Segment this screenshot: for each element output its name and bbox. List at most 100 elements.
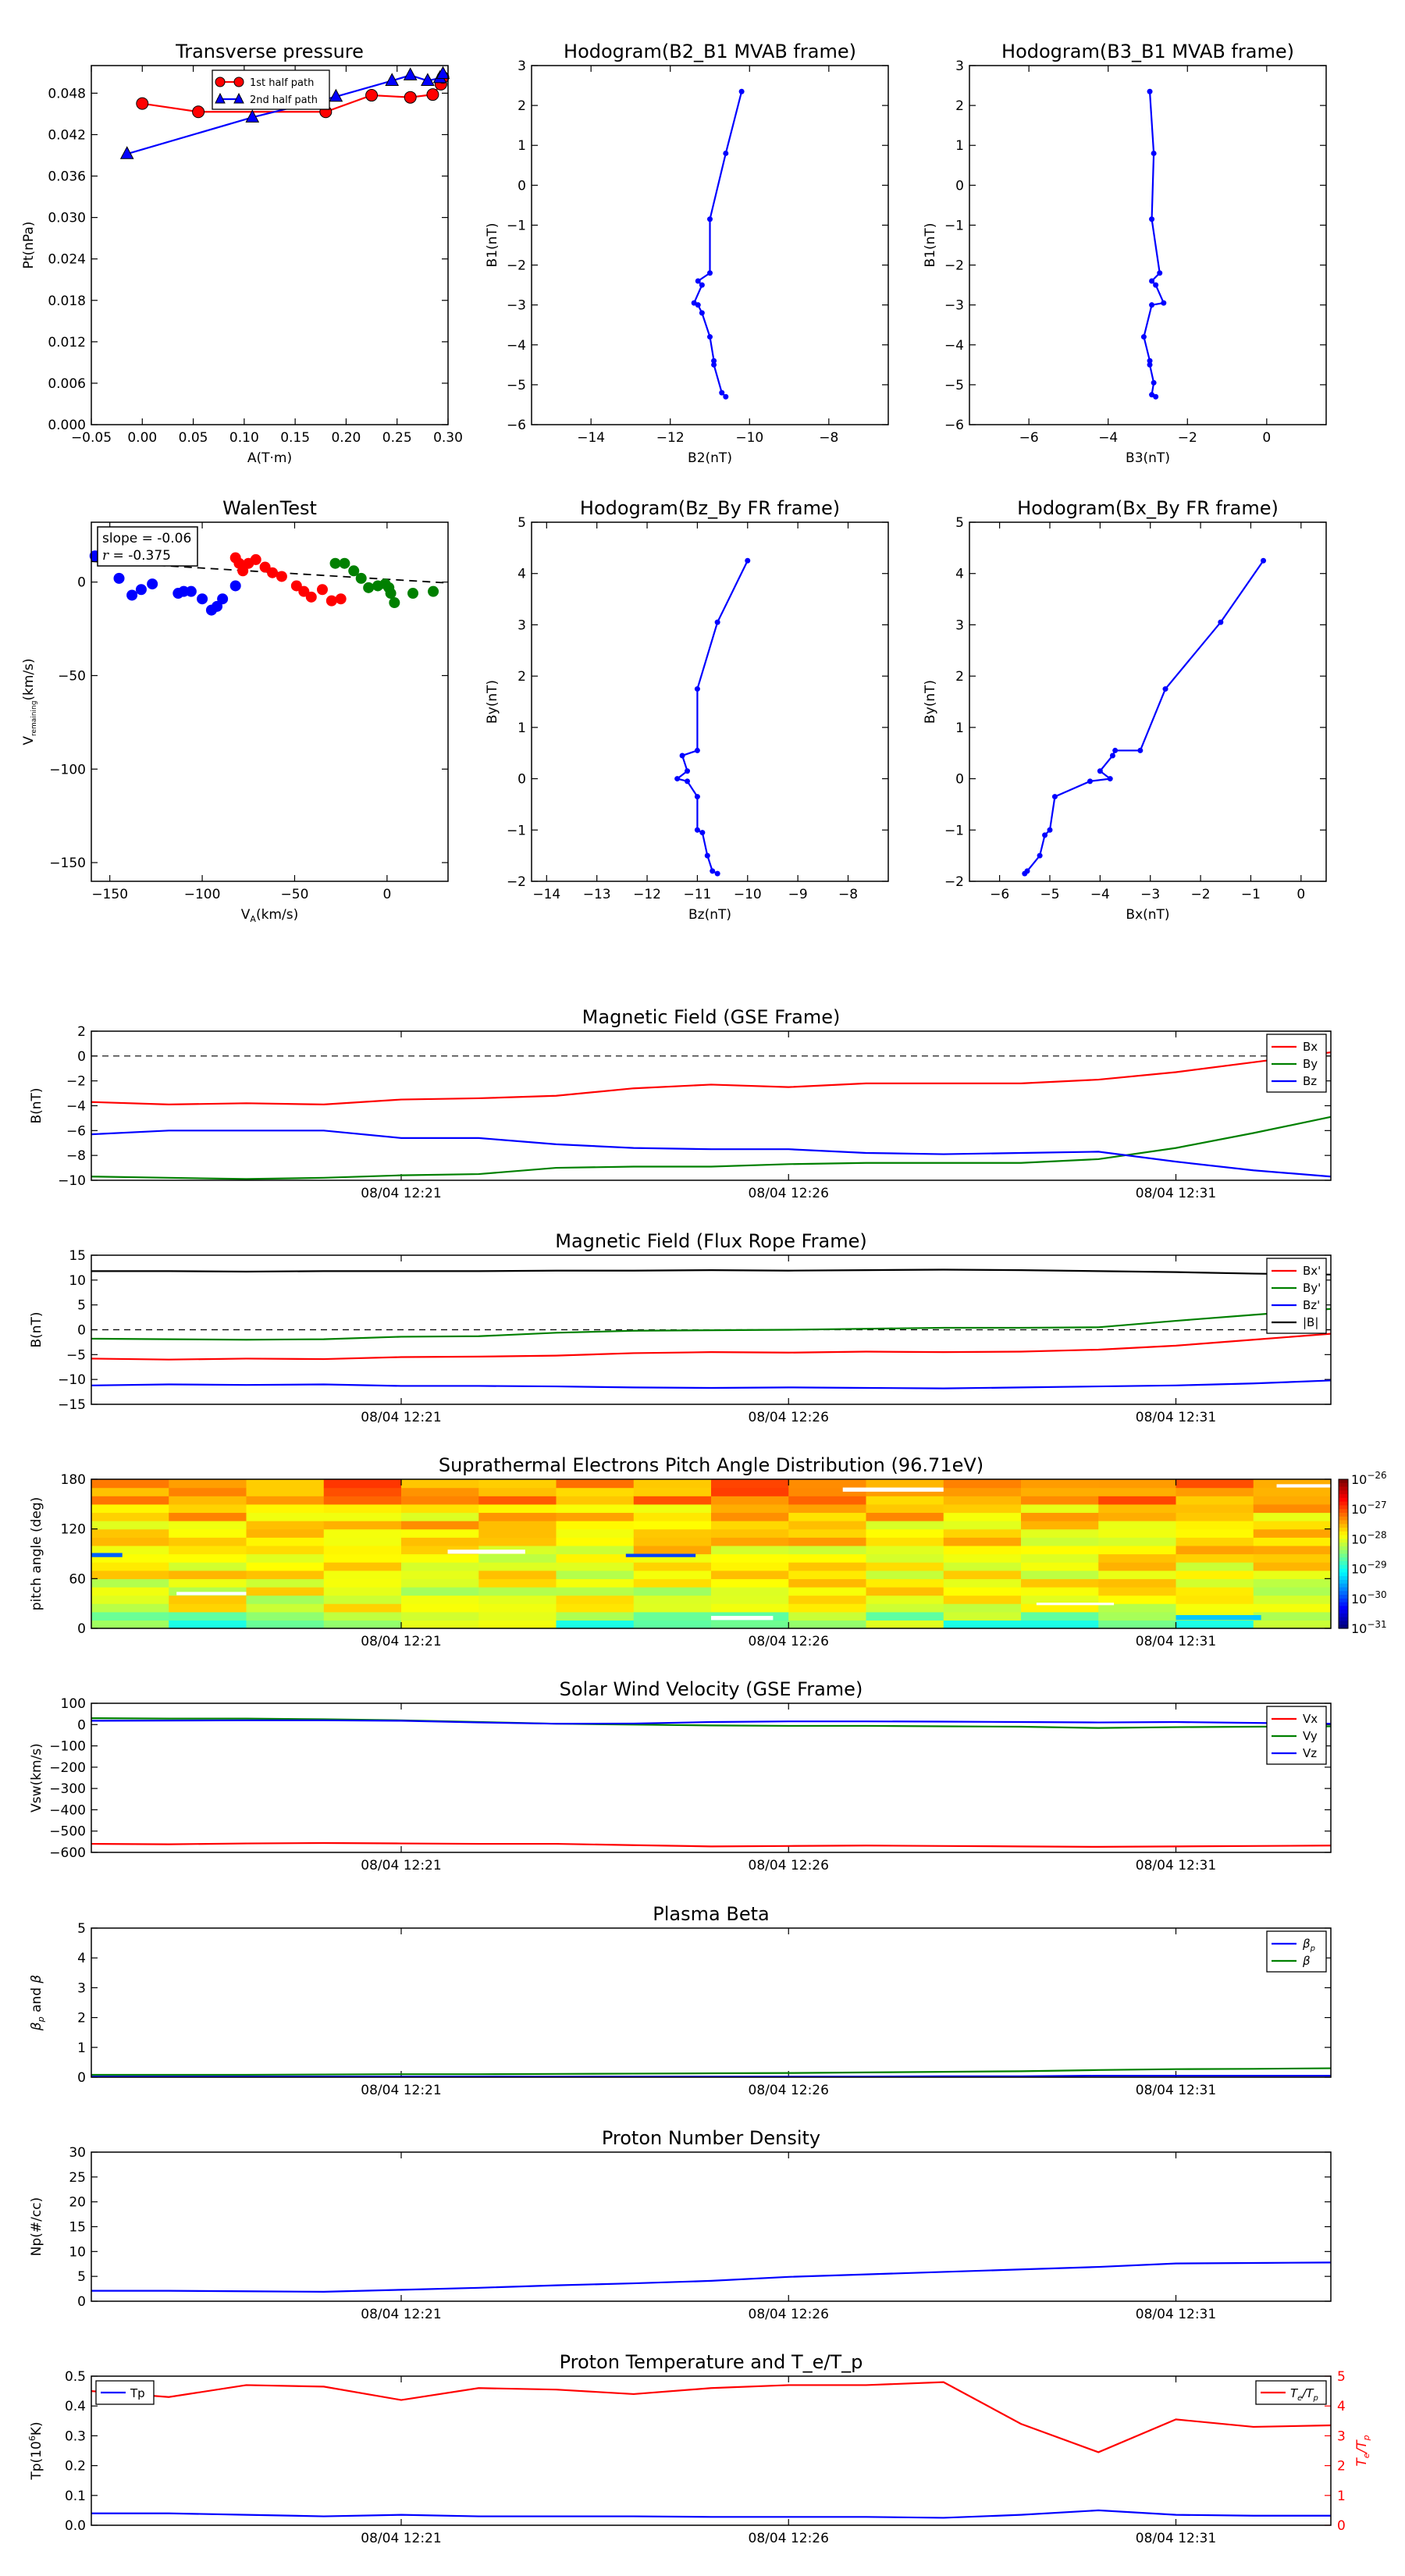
x-tick-label: 08/04 12:21 xyxy=(361,1410,441,1425)
heatmap-cell xyxy=(169,1512,247,1521)
heatmap-cell xyxy=(556,1512,635,1521)
heatmap-cell xyxy=(478,1512,557,1521)
colorbar-cell xyxy=(1339,1553,1348,1558)
legend-label: Vy xyxy=(1303,1729,1318,1743)
x-tick-label: −8 xyxy=(819,430,838,446)
x-tick-label: 0 xyxy=(382,887,391,902)
chart-title: Plasma Beta xyxy=(653,1903,769,1925)
colorbar-cell xyxy=(1339,1490,1348,1495)
heatmap-cell xyxy=(711,1503,789,1514)
data-point xyxy=(711,361,717,368)
y-tick-label-right: 5 xyxy=(1337,2369,1346,2385)
data-point xyxy=(259,561,271,573)
heatmap-cell xyxy=(1021,1479,1099,1489)
heatmap-cell xyxy=(401,1479,479,1489)
heatmap-cell xyxy=(1098,1487,1177,1496)
heatmap-cell xyxy=(246,1562,325,1571)
y-axis-label: Tp(106K) xyxy=(27,2421,44,2480)
data-point xyxy=(305,591,317,603)
heatmap-cell xyxy=(401,1562,479,1571)
colorbar-cell xyxy=(1339,1624,1348,1629)
heatmap-cell xyxy=(556,1603,635,1613)
heatmap-cell xyxy=(943,1620,1022,1629)
colorbar-cell xyxy=(1339,1539,1348,1543)
colorbar-cell xyxy=(1339,1482,1348,1488)
data-point xyxy=(1042,832,1048,838)
colorbar-cell xyxy=(1339,1542,1348,1547)
chart-title: Solar Wind Velocity (GSE Frame) xyxy=(560,1678,863,1700)
colorbar-frame xyxy=(1338,1478,1349,1629)
heatmap-cell xyxy=(91,1496,169,1505)
data-point xyxy=(710,868,716,874)
data-point xyxy=(237,565,249,577)
heatmap-cell xyxy=(176,1592,247,1596)
y-tick-label: 0 xyxy=(77,1717,86,1733)
heatmap-cell xyxy=(91,1537,169,1546)
y-tick-label: −100 xyxy=(49,762,86,777)
heatmap-cell xyxy=(447,1550,525,1554)
colorbar-cell xyxy=(1339,1564,1348,1570)
plot-frame xyxy=(969,521,1327,882)
x-tick-label: −2 xyxy=(1178,430,1197,446)
y-tick-label: 0.1 xyxy=(65,2489,86,2504)
y-tick-label: 0 xyxy=(518,772,526,788)
heatmap-cells xyxy=(91,1479,1332,1629)
heatmap-cell xyxy=(633,1496,712,1505)
heatmap-cell xyxy=(788,1537,867,1546)
heatmap-cell xyxy=(556,1578,635,1588)
heatmap-cell xyxy=(866,1611,944,1621)
series-By' xyxy=(91,1308,1332,1341)
heatmap-cell xyxy=(943,1503,1022,1514)
heatmap-cell xyxy=(323,1595,402,1604)
heatmap-cell xyxy=(1021,1562,1099,1571)
heatmap-cell xyxy=(943,1479,1022,1489)
heatmap-cell xyxy=(866,1521,944,1530)
series-0 xyxy=(91,2261,1332,2293)
heatmap-cell xyxy=(323,1512,402,1521)
heatmap-cell xyxy=(1098,1503,1177,1514)
heatmap-cell xyxy=(323,1479,402,1489)
x-tick-label: 0.00 xyxy=(127,430,157,446)
y-axis-label: βp and β xyxy=(29,1975,46,2032)
heatmap-cell xyxy=(478,1586,557,1596)
y-tick-label: −150 xyxy=(49,856,86,871)
heatmap-cell xyxy=(556,1570,635,1579)
data-point xyxy=(385,588,397,600)
heatmap-cell xyxy=(246,1503,325,1514)
x-tick-label: −0.05 xyxy=(71,430,112,446)
series-line xyxy=(675,560,749,875)
heatmap-cell xyxy=(625,1553,696,1557)
colorbar-cell xyxy=(1339,1505,1348,1510)
data-point xyxy=(707,334,713,340)
heatmap-cell xyxy=(323,1562,402,1571)
x-tick-label: 08/04 12:21 xyxy=(361,1858,441,1873)
heatmap-cell xyxy=(1021,1570,1099,1579)
heatmap-cell xyxy=(401,1620,479,1629)
series-β xyxy=(91,2067,1332,2076)
data-point xyxy=(355,572,367,584)
heatmap-cell xyxy=(91,1570,169,1579)
chart-h1: Hodogram(B2_B1 MVAB frame)−14 −12 −10 −8−6−… xyxy=(485,41,889,466)
heatmap-cell xyxy=(478,1603,557,1613)
chart-title: Suprathermal Electrons Pitch Angle Distr… xyxy=(439,1454,984,1476)
x-axis-label: B3(nT) xyxy=(1126,450,1170,466)
heatmap-cell xyxy=(246,1620,325,1629)
data-point xyxy=(335,593,347,605)
data-point xyxy=(147,578,158,590)
data-point xyxy=(135,584,147,596)
legend-label: By xyxy=(1303,1057,1318,1071)
heatmap-cell xyxy=(91,1553,169,1563)
colorbar-cell xyxy=(1339,1602,1348,1606)
colorbar-cell xyxy=(1339,1617,1348,1622)
y-tick-label: −200 xyxy=(49,1760,86,1776)
heatmap-cell xyxy=(1253,1479,1332,1489)
heatmap-cell xyxy=(1021,1487,1099,1496)
heatmap-cell xyxy=(556,1528,635,1538)
heatmap-cell xyxy=(633,1562,712,1571)
colorbar-cell xyxy=(1339,1501,1348,1507)
series-line xyxy=(91,1841,1332,1848)
chart-fr: Magnetic Field (Flux Rope Frame) 08/04 12… xyxy=(29,1230,1332,1425)
series-0 xyxy=(1140,88,1167,400)
heatmap-cell xyxy=(1021,1553,1099,1563)
heatmap-cell xyxy=(401,1537,479,1546)
